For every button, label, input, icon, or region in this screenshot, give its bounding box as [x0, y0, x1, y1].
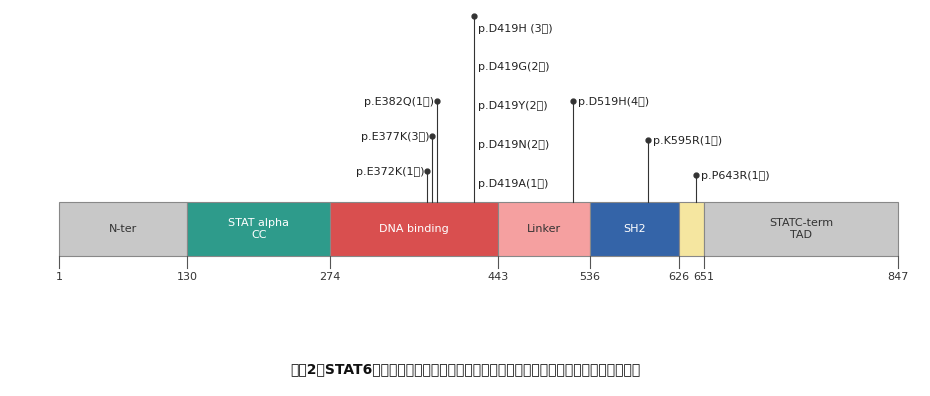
Text: p.E372K(1名): p.E372K(1名) [356, 167, 424, 177]
Text: p.D419G(2名): p.D419G(2名) [478, 62, 550, 72]
Text: N-ter: N-ter [110, 224, 138, 234]
Text: 443: 443 [487, 272, 509, 282]
Bar [704, 202, 898, 256]
Text: 274: 274 [319, 272, 340, 282]
Bar [187, 202, 330, 256]
Text: DNA binding: DNA binding [379, 224, 449, 234]
Text: STAT alpha
CC: STAT alpha CC [228, 218, 289, 240]
Text: p.D519H(4名): p.D519H(4名) [578, 97, 649, 107]
Text: p.D419Y(2名): p.D419Y(2名) [478, 101, 548, 111]
Text: 651: 651 [694, 272, 714, 282]
Text: p.D419N(2名): p.D419N(2名) [478, 140, 550, 150]
Text: 626: 626 [669, 272, 690, 282]
Text: 130: 130 [177, 272, 198, 282]
Text: 【図2：: 【図2： [22, 362, 62, 376]
Text: 847: 847 [887, 272, 909, 282]
Text: 1: 1 [56, 272, 63, 282]
Text: 【図2：STAT6遣伝子の機能獲得型変異として報告された遣伝子変異の種類と患者数】: 【図2：STAT6遣伝子の機能獲得型変異として報告された遣伝子変異の種類と患者数… [290, 362, 640, 376]
Text: SH2: SH2 [623, 224, 645, 234]
Text: p.D419H (3名): p.D419H (3名) [478, 23, 553, 34]
Bar [60, 202, 187, 256]
Text: p.D419A(1名): p.D419A(1名) [478, 179, 549, 188]
Text: p.P643R(1名): p.P643R(1名) [700, 171, 769, 181]
Bar [498, 202, 590, 256]
Text: p.E382Q(1名): p.E382Q(1名) [365, 97, 434, 107]
Text: p.E377K(3名): p.E377K(3名) [361, 132, 430, 142]
Text: STATC-term
TAD: STATC-term TAD [769, 218, 833, 240]
Bar [330, 202, 498, 256]
Text: Linker: Linker [526, 224, 561, 234]
Text: p.K595R(1名): p.K595R(1名) [653, 136, 722, 146]
Text: 536: 536 [579, 272, 601, 282]
Bar [590, 202, 679, 256]
Bar [679, 202, 704, 256]
